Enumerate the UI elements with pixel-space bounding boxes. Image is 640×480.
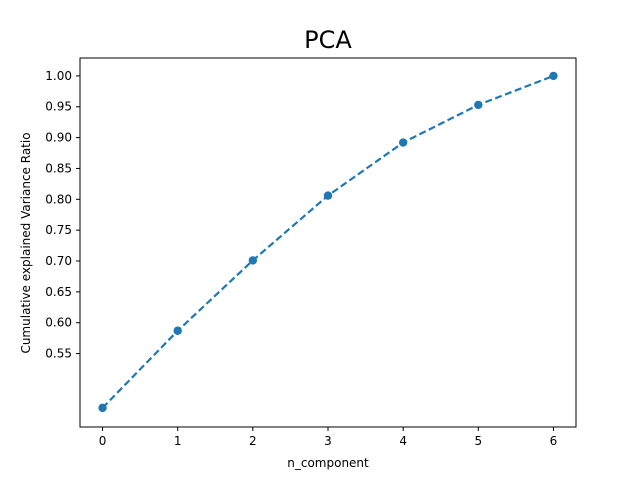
data-point xyxy=(549,71,558,81)
data-point xyxy=(248,256,258,265)
x-tick-label: 0 xyxy=(99,434,107,448)
x-tick-label: 5 xyxy=(474,434,482,448)
y-tick-label: 0.70 xyxy=(45,254,72,268)
x-axis-label: n_component xyxy=(287,456,369,470)
data-point xyxy=(398,138,408,147)
y-tick-label: 0.95 xyxy=(45,100,72,114)
y-tick-label: 0.90 xyxy=(45,131,72,145)
y-tick-label: 0.60 xyxy=(45,316,72,330)
x-tick-label: 1 xyxy=(174,434,182,448)
y-axis-label: Cumulative explained Variance Ratio xyxy=(19,132,33,353)
y-tick-label: 0.80 xyxy=(45,192,72,206)
x-tick-label: 2 xyxy=(249,434,257,448)
axes-frame xyxy=(79,57,577,428)
data-point xyxy=(173,326,182,335)
y-tick-label: 0.55 xyxy=(45,347,72,361)
data-point xyxy=(323,191,333,200)
series-line xyxy=(101,74,554,409)
plot-area: 0 1 2 3 4 5 6 0.55 0.60 0.65 0.70 0.75 0.80 0.85 0.90 0… xyxy=(45,57,577,448)
data-point xyxy=(98,403,107,413)
chart-title: PCA xyxy=(304,26,352,54)
x-tick-label: 4 xyxy=(399,434,407,448)
data-point xyxy=(474,100,483,110)
y-tick-label: 0.85 xyxy=(45,161,72,175)
y-tick-label: 1.00 xyxy=(45,69,72,83)
y-tick-label: 0.65 xyxy=(45,285,72,299)
y-tick-label: 0.75 xyxy=(45,223,72,237)
x-tick-label: 3 xyxy=(324,434,332,448)
x-tick-label: 6 xyxy=(550,434,558,448)
